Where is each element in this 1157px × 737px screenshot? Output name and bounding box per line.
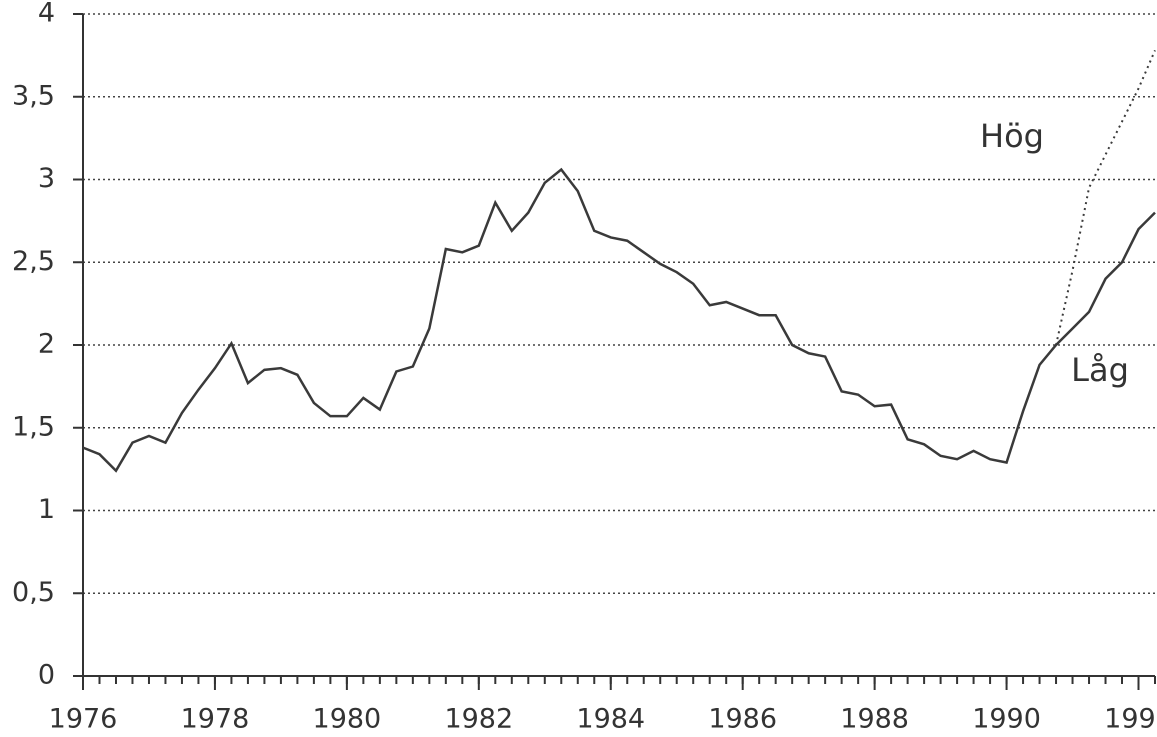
- x-tick-label: 1976: [49, 704, 118, 735]
- x-tick-label: 1988: [840, 704, 909, 735]
- x-tick-label: 1992: [1104, 704, 1157, 735]
- y-tick-label: 3: [38, 163, 55, 194]
- series-line: [1055, 50, 1156, 346]
- x-tick-label: 1990: [972, 704, 1041, 735]
- y-tick-label: 4: [38, 0, 55, 29]
- x-tick-label: 1986: [708, 704, 777, 735]
- y-tick-label: 0: [38, 660, 55, 691]
- y-tick-label: 0,5: [12, 577, 55, 608]
- y-tick-label: 2,5: [12, 246, 55, 277]
- x-tick-label: 1978: [181, 704, 250, 735]
- y-tick-label: 1,5: [12, 411, 55, 442]
- series-line: [82, 167, 1156, 473]
- x-tick-label: 1980: [313, 704, 382, 735]
- y-tick-label: 1: [38, 494, 55, 525]
- x-tick-label: 1984: [576, 704, 645, 735]
- series-label: Hög: [980, 117, 1044, 155]
- series-label: Låg: [1071, 351, 1129, 389]
- x-tick-label: 1982: [444, 704, 513, 735]
- y-tick-label: 2: [38, 329, 55, 360]
- y-tick-label: 3,5: [12, 80, 55, 111]
